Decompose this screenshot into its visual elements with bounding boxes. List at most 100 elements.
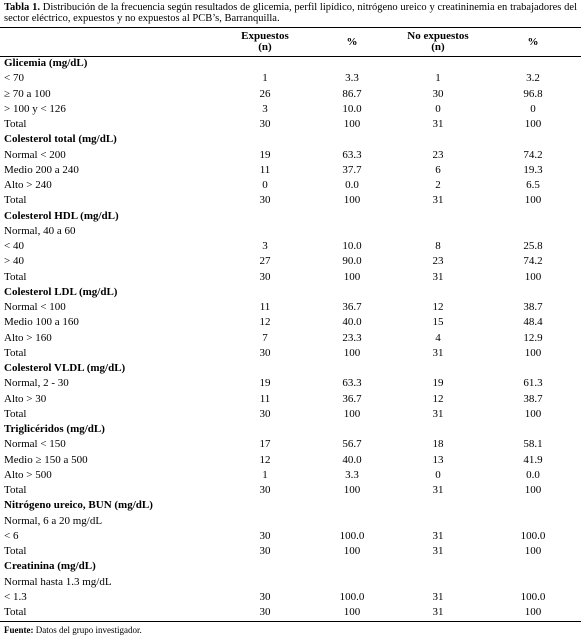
- row-label: Normal, 6 a 20 mg/dL: [4, 514, 103, 527]
- row-label: Alto > 160: [4, 331, 52, 344]
- cell: 30: [259, 118, 271, 130]
- section-title: Nitrógeno ureico, BUN (mg/dL): [4, 499, 153, 512]
- cell: 31: [432, 590, 444, 603]
- cell: 12.9: [523, 331, 543, 344]
- row-label: < 70: [4, 72, 24, 85]
- cell: 100: [524, 270, 542, 283]
- row-label: Medio 100 a 160: [4, 316, 79, 329]
- row-label: Alto > 500: [4, 468, 52, 481]
- cell: 31: [432, 118, 444, 130]
- cell: 56.7: [342, 438, 362, 451]
- cell: 41.9: [523, 453, 543, 466]
- cell: 100: [343, 194, 361, 207]
- column-header: (n): [431, 41, 445, 53]
- cell: 30: [259, 194, 271, 207]
- row-label: Total: [4, 194, 27, 207]
- cell: 3.3: [345, 468, 359, 481]
- cell: 7: [262, 331, 268, 344]
- cell: 30: [259, 529, 271, 542]
- row-label: Normal, 2 - 30: [4, 377, 69, 390]
- cell: 100: [524, 194, 542, 207]
- cell: 86.7: [342, 87, 362, 100]
- cell: 37.7: [342, 163, 362, 176]
- cell: 31: [432, 270, 444, 283]
- cell: 13: [432, 453, 444, 466]
- cell: 19.3: [523, 163, 543, 176]
- row-label: Normal hasta 1.3 mg/dL: [4, 575, 112, 588]
- cell: 100: [343, 545, 361, 557]
- cell: 100: [524, 606, 542, 618]
- cell: 100: [343, 484, 361, 496]
- cell: 4: [435, 331, 441, 344]
- row-label: Total: [4, 606, 27, 618]
- cell: 40.0: [342, 316, 362, 329]
- cell: 100: [524, 118, 542, 130]
- cell: 30: [259, 484, 271, 496]
- section-title: Glicemia (mg/dL): [4, 57, 88, 69]
- footer-text: Datos del grupo investigador.: [35, 625, 142, 635]
- cell: 100.0: [520, 590, 546, 603]
- cell: 12: [259, 453, 271, 466]
- cell: 0: [262, 179, 268, 191]
- cell: 30: [259, 606, 271, 618]
- cell: 36.7: [342, 301, 362, 313]
- cell: 10.0: [342, 102, 362, 115]
- cell: 3.3: [345, 72, 359, 85]
- column-header: No expuestos: [407, 30, 469, 42]
- cell: 100.0: [520, 529, 546, 542]
- cell: 36.7: [342, 392, 362, 405]
- section-title: Colesterol VLDL (mg/dL): [4, 362, 126, 374]
- cell: 58.1: [523, 438, 543, 451]
- cell: 23: [432, 148, 444, 161]
- cell: 11: [259, 163, 271, 176]
- section-title: Creatinina (mg/dL): [4, 560, 96, 573]
- cell: 96.8: [523, 87, 543, 100]
- cell: 1: [262, 468, 268, 481]
- row-label: Normal < 200: [4, 148, 66, 161]
- cell: 31: [432, 194, 444, 207]
- cell: 100.0: [339, 529, 365, 542]
- cell: 74.2: [523, 255, 543, 268]
- header-rule: [0, 56, 581, 57]
- cell: 6.5: [526, 179, 540, 191]
- cell: 31: [432, 545, 444, 557]
- section-title: Colesterol HDL (mg/dL): [4, 209, 119, 222]
- cell: 18: [432, 438, 444, 451]
- row-label: Alto > 30: [4, 392, 47, 405]
- cell: 30: [432, 87, 444, 100]
- caption: Tabla 1. Distribución de la frecuencia s…: [4, 2, 577, 24]
- cell: 11: [259, 392, 271, 405]
- cell: 19: [432, 377, 444, 390]
- row-label: < 1.3: [4, 590, 27, 603]
- cell: 100: [343, 407, 361, 420]
- cell: 12: [432, 301, 444, 313]
- cell: 38.7: [523, 392, 543, 405]
- cell: 3.2: [526, 72, 540, 85]
- section-title: Colesterol LDL (mg/dL): [4, 285, 118, 298]
- cell: 25.8: [523, 240, 543, 252]
- row-label: Total: [4, 118, 27, 130]
- top-rule: [0, 27, 581, 28]
- row-label: Total: [4, 270, 27, 283]
- cell: 31: [432, 407, 444, 420]
- row-label: Total: [4, 346, 27, 359]
- cell: 100.0: [339, 590, 365, 603]
- cell: 30: [259, 346, 271, 359]
- row-label: Total: [4, 545, 27, 557]
- cell: 0: [530, 102, 536, 115]
- cell: 1: [435, 72, 441, 85]
- cell: 31: [432, 484, 444, 496]
- caption-text: Distribución de la frecuencia según resu…: [4, 2, 577, 24]
- bottom-rule: [0, 621, 581, 622]
- cell: 30: [259, 407, 271, 420]
- row-label: Alto > 240: [4, 179, 52, 191]
- row-label: ≥ 70 a 100: [4, 87, 51, 100]
- cell: 27: [259, 255, 271, 268]
- column-header: (n): [258, 41, 272, 53]
- cell: 100: [343, 606, 361, 618]
- cell: 100: [524, 484, 542, 496]
- row-label: Normal < 100: [4, 301, 66, 313]
- row-label: < 40: [4, 240, 24, 252]
- row-label: > 40: [4, 255, 24, 268]
